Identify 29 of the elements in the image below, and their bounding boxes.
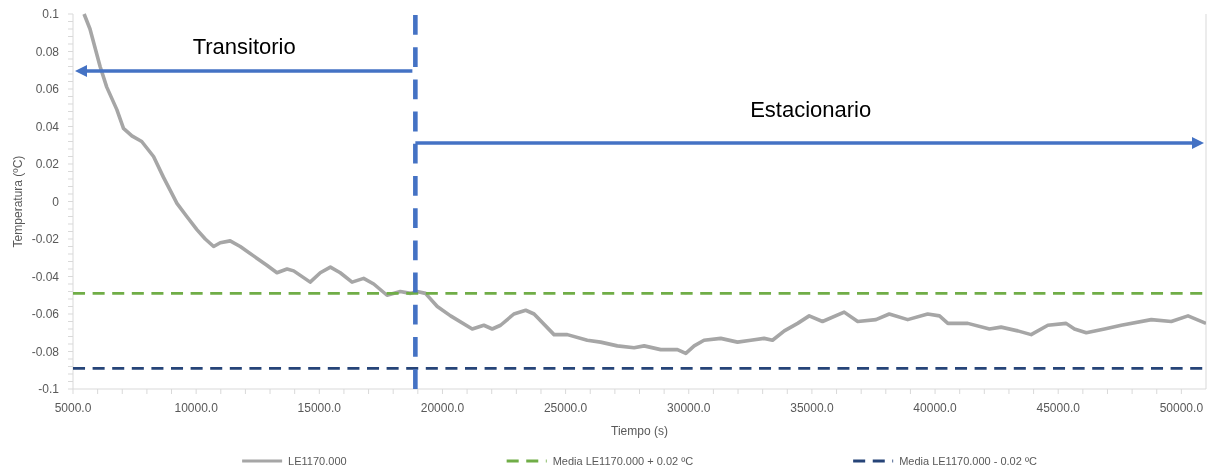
x-axis-title: Tiempo (s)	[611, 424, 668, 438]
x-tick-label: 15000.0	[297, 401, 342, 415]
y-tick-label: 0.08	[35, 44, 60, 59]
x-tick-label: 50000.0	[1159, 401, 1204, 415]
y-tick-label: -0.06	[31, 307, 60, 321]
legend-label: Media LE1170.000 + 0.02 ºC	[552, 455, 694, 467]
x-tick-label: 35000.0	[790, 401, 834, 415]
x-tick-label: 10000.0	[174, 401, 219, 415]
y-tick-label: 0.06	[35, 82, 60, 96]
x-tick-label: 30000.0	[667, 401, 711, 415]
legend-label: LE1170.000	[288, 455, 347, 467]
y-tick-label: -0.08	[31, 344, 60, 359]
legend-label: Media LE1170.000 - 0.02 ºC	[899, 455, 1037, 467]
annotation: Transitorio	[192, 34, 296, 59]
y-tick-label: 0	[52, 194, 60, 209]
x-tick-label: 5000.0	[54, 401, 92, 415]
annotation: Estacionario	[750, 97, 872, 122]
line-series	[82, 12, 1206, 356]
y-tick-label: 0.04	[35, 119, 60, 134]
y-tick-label: -0.04	[31, 269, 60, 284]
y-tick-label: 0.1	[42, 7, 60, 21]
y-tick-label: -0.02	[31, 232, 60, 246]
y-axis-title: Temperatura (ºC)	[11, 155, 25, 248]
x-tick-label: 25000.0	[543, 401, 588, 415]
x-tick-label: 40000.0	[913, 401, 958, 415]
y-tick-label: 0.02	[35, 157, 60, 171]
x-tick-label: 45000.0	[1036, 401, 1081, 415]
y-tick-label: -0.1	[38, 382, 60, 396]
x-tick-label: 20000.0	[420, 401, 465, 415]
